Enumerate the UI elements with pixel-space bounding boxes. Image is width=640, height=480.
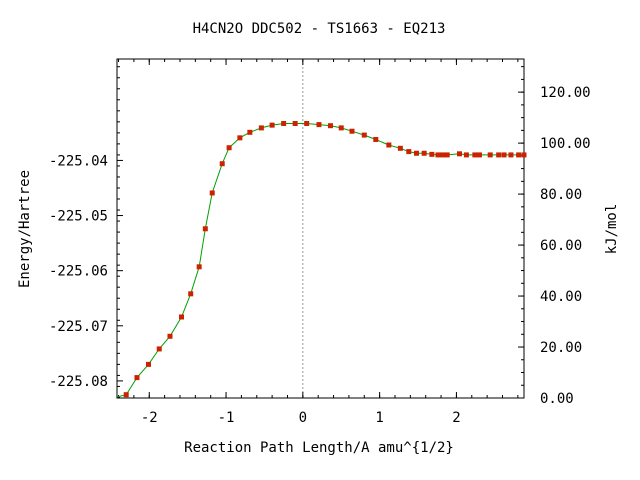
data-point <box>247 129 253 135</box>
data-point <box>361 132 367 138</box>
x-tick-label: 0 <box>299 410 307 426</box>
data-point <box>316 122 322 128</box>
data-point <box>501 152 507 158</box>
data-point <box>327 123 333 129</box>
data-point <box>237 135 243 141</box>
data-point <box>406 149 412 155</box>
plot-frame <box>116 58 525 399</box>
data-point <box>134 375 140 381</box>
y-axis-label: Energy/Hartree <box>17 170 33 288</box>
data-point <box>413 150 419 156</box>
y-tick-label: -225.06 <box>49 264 108 280</box>
x-tick-label: 2 <box>452 410 460 426</box>
y2-tick-label: 100.00 <box>540 136 591 152</box>
data-point <box>440 152 446 158</box>
y-tick-label: -225.05 <box>49 209 108 225</box>
data-point <box>338 125 344 131</box>
y2-tick-label: 40.00 <box>540 289 582 305</box>
y2-axis-label: kJ/mol <box>604 204 620 255</box>
data-point <box>496 152 502 158</box>
data-point <box>304 120 310 126</box>
y2-tick-label: 120.00 <box>540 85 591 101</box>
x-tick-label: -1 <box>218 410 235 426</box>
data-point <box>508 152 514 158</box>
data-point <box>444 152 450 158</box>
data-point <box>521 152 527 158</box>
data-point <box>421 150 427 156</box>
data-point <box>145 361 151 367</box>
data-point <box>435 152 441 158</box>
chart-title: H4CN2O DDC502 - TS1663 - EQ213 <box>193 21 446 37</box>
y2-tick-label: 60.00 <box>540 238 582 254</box>
data-point <box>349 128 355 134</box>
y-tick-label: -225.04 <box>49 153 108 169</box>
data-point <box>456 151 462 157</box>
data-point <box>429 151 435 157</box>
x-tick-label: -2 <box>141 410 158 426</box>
data-point <box>209 190 215 196</box>
data-point <box>463 152 469 158</box>
y2-tick-label: 20.00 <box>540 340 582 356</box>
y-tick-label: -225.08 <box>49 374 108 390</box>
data-point <box>487 152 493 158</box>
data-point <box>202 226 208 232</box>
axes: -2 -1 0 1 2 -225.04 -225.05 -225.06 -225.07 -225.… <box>49 59 591 426</box>
x-tick-label: 1 <box>375 410 383 426</box>
x-axis-label: Reaction Path Length/A amu^{1/2} <box>184 440 454 456</box>
y2-tick-label: 80.00 <box>540 187 582 203</box>
data-point <box>472 152 478 158</box>
data-point <box>386 142 392 148</box>
data-point <box>516 152 522 158</box>
data-point <box>269 122 275 128</box>
data-point <box>373 136 379 142</box>
data-point <box>397 145 403 151</box>
y2-tick-label: 0.00 <box>540 391 574 407</box>
data-point <box>476 152 482 158</box>
data-point <box>188 291 194 297</box>
data-point <box>258 125 264 131</box>
data-point <box>196 264 202 270</box>
data-point <box>226 145 232 151</box>
y-tick-label: -225.07 <box>49 319 108 335</box>
data-point <box>292 120 298 126</box>
data-point <box>219 161 225 167</box>
data-point <box>156 346 162 352</box>
data-point <box>281 120 287 126</box>
series-line <box>116 123 524 398</box>
data-points <box>123 120 527 398</box>
data-point <box>123 392 129 398</box>
data-point <box>167 333 173 339</box>
data-point <box>179 314 185 320</box>
